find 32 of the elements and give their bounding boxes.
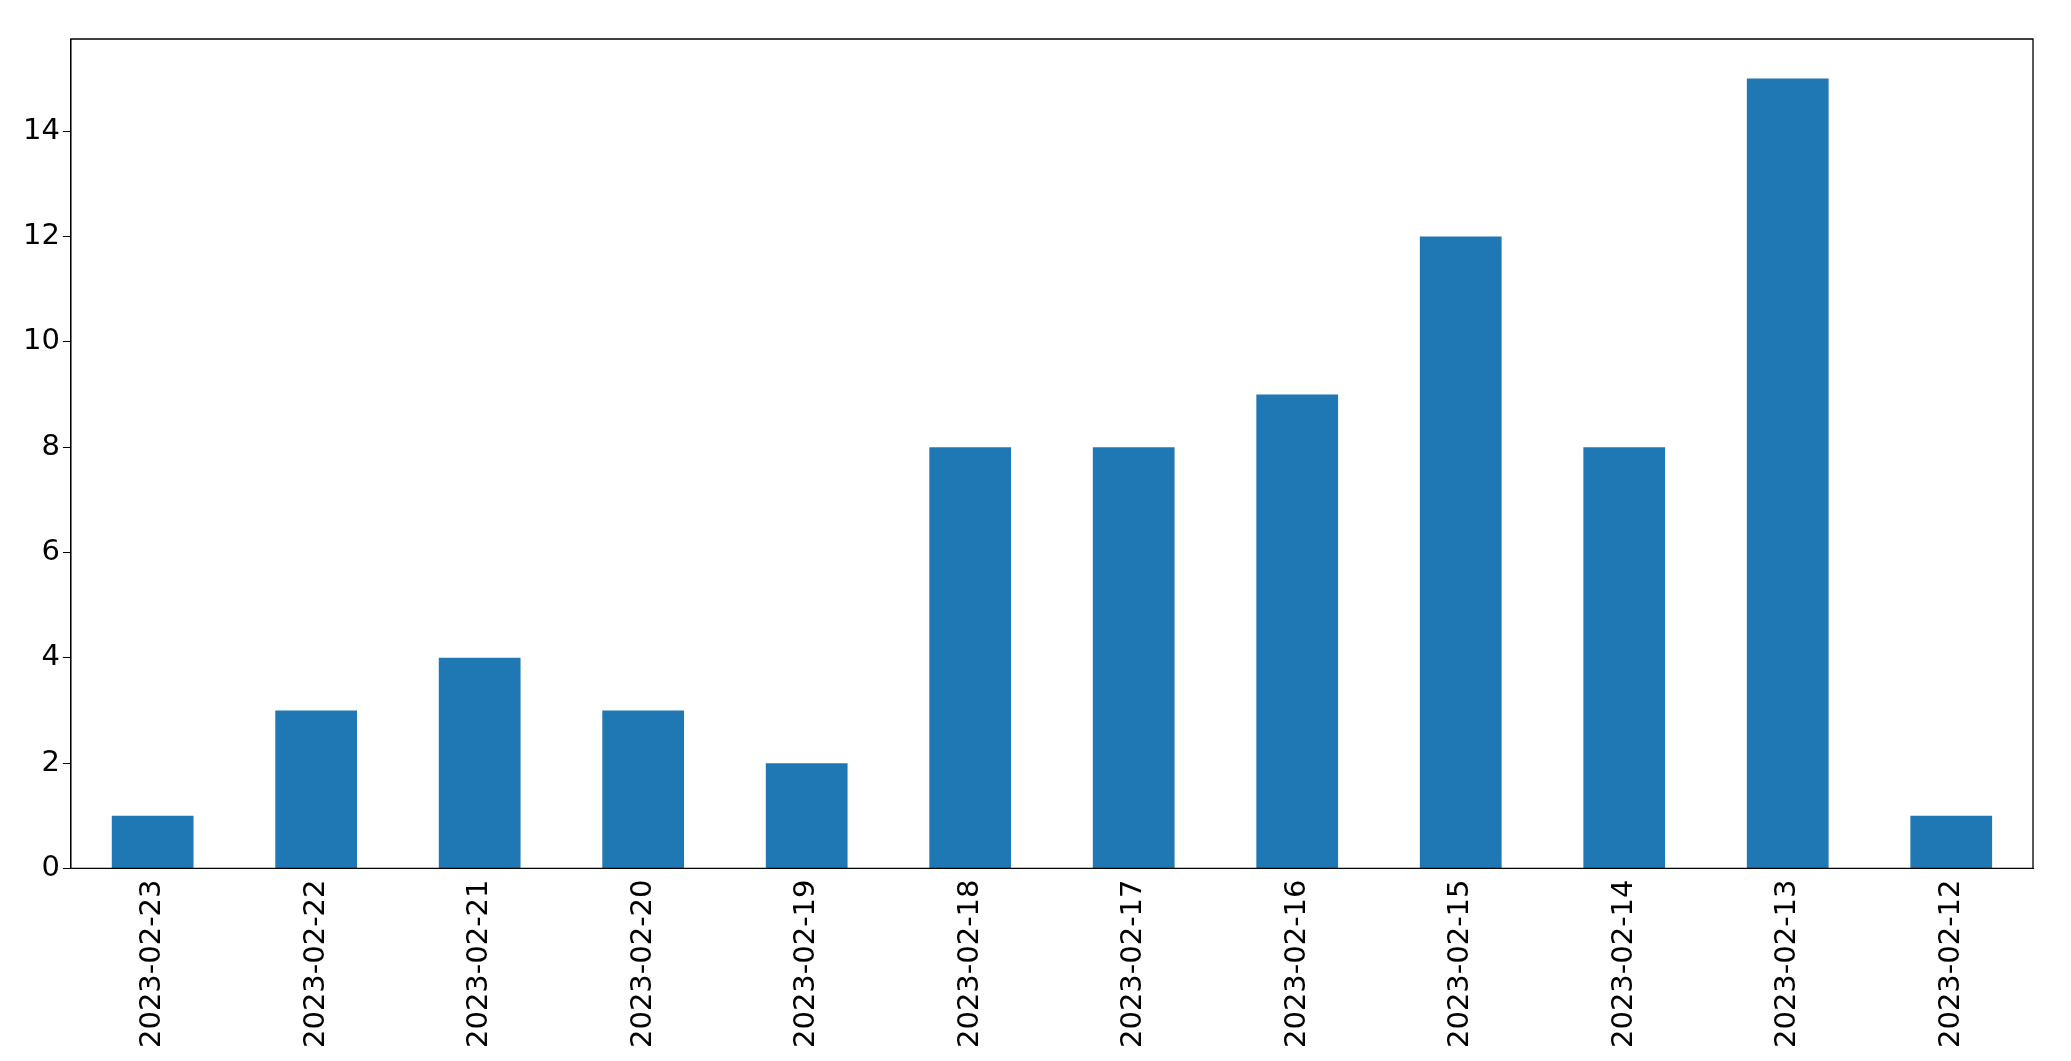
x-tick-label: 2023-02-15 xyxy=(1441,879,1476,1049)
bar xyxy=(1910,815,1993,868)
x-tick-label: 2023-02-22 xyxy=(296,879,331,1049)
x-tick-label: 2023-02-16 xyxy=(1277,879,1312,1049)
y-tick-label: 6 xyxy=(41,533,60,568)
bar xyxy=(929,447,1012,868)
bar xyxy=(1746,78,1829,868)
y-tick-label: 0 xyxy=(41,849,60,883)
x-tick-label: 2023-02-13 xyxy=(1768,879,1803,1049)
y-tick-label: 4 xyxy=(41,638,60,673)
y-tick-label: 2 xyxy=(41,743,60,778)
bar xyxy=(438,657,521,868)
y-tick-label: 10 xyxy=(23,322,60,357)
y-tick-label: 12 xyxy=(23,217,60,252)
bar xyxy=(275,710,358,868)
x-tick-label: 2023-02-14 xyxy=(1604,879,1639,1049)
bar xyxy=(765,763,848,868)
bar xyxy=(1092,447,1175,868)
x-tick-label: 2023-02-19 xyxy=(787,879,822,1049)
bar xyxy=(1419,236,1502,868)
x-tick-label: 2023-02-20 xyxy=(623,879,658,1049)
y-tick-label: 14 xyxy=(23,111,60,146)
x-tick-label: 2023-02-12 xyxy=(1931,879,1966,1049)
y-tick-label: 8 xyxy=(41,427,60,462)
bar xyxy=(602,710,685,868)
x-tick-label: 2023-02-17 xyxy=(1114,879,1149,1049)
x-tick-label: 2023-02-18 xyxy=(950,879,985,1049)
x-tick-label: 2023-02-23 xyxy=(133,879,168,1049)
bar xyxy=(111,815,194,868)
bar xyxy=(1256,394,1339,868)
x-tick-label: 2023-02-21 xyxy=(460,879,495,1049)
bar xyxy=(1583,447,1666,868)
